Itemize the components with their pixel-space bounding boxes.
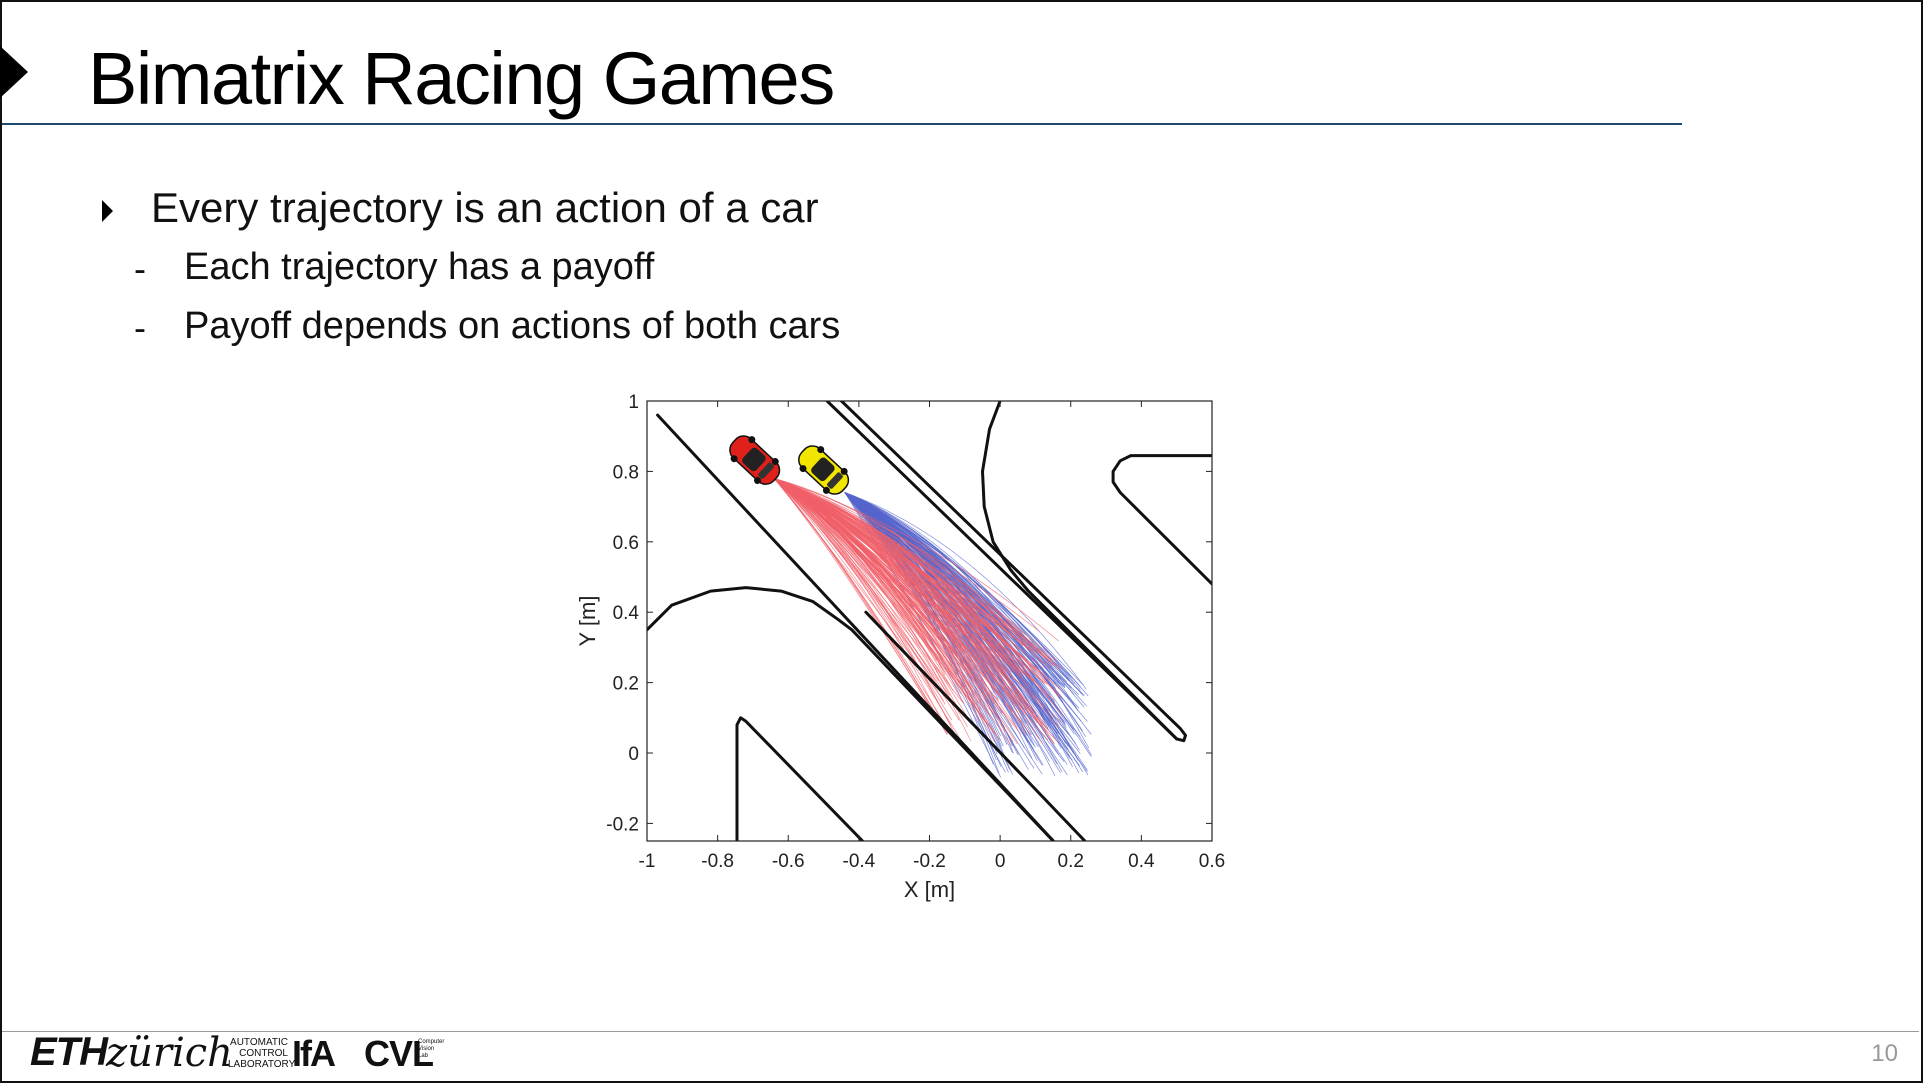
- red-trajectory: [773, 478, 938, 634]
- y-axis-label: Y [m]: [575, 596, 600, 647]
- red-trajectory: [773, 478, 1003, 715]
- cvl-line: Vision: [418, 1046, 435, 1052]
- blue-trajectory: [844, 492, 1071, 759]
- red-trajectory: [773, 478, 996, 735]
- red-car-windshield: [758, 462, 774, 479]
- x-tick-label: -0.4: [843, 851, 876, 872]
- x-tick-label: 0: [995, 851, 1006, 872]
- acl-line: CONTROL: [239, 1048, 288, 1059]
- red-trajectory: [773, 478, 1016, 638]
- red-car-wheel: [771, 458, 779, 466]
- red-trajectory: [773, 478, 1061, 699]
- x-tick-label: -0.2: [913, 851, 946, 872]
- bullet-triangle-icon: [102, 200, 113, 222]
- blue-trajectory: [844, 492, 1079, 712]
- red-trajectory: [773, 478, 1000, 740]
- title-divider: [2, 123, 1682, 125]
- sub-bullet-text: Each trajectory has a payoff: [184, 246, 655, 288]
- sub-bullet-dash: -: [134, 307, 146, 348]
- yellow-car-wheel: [817, 446, 825, 454]
- lower-island: [735, 716, 865, 841]
- blue-trajectory: [844, 492, 1060, 756]
- red-trajectory: [773, 478, 1052, 667]
- yellow-car-cabin: [811, 457, 835, 482]
- sub-bullet-text: Payoff depends on actions of both cars: [184, 305, 841, 347]
- y-tick-label: 0.4: [613, 603, 640, 624]
- x-tick-label: 0.2: [1058, 851, 1084, 872]
- red-car-wheel: [730, 455, 738, 463]
- upper-right-island: [1111, 454, 1212, 586]
- trajectory-chart-svg: -1 -0.8 -0.6 -0.4 -0.2 0 0.2 0.4 0.6 -0.2 0 0.2 0.4 0…: [575, 392, 1225, 902]
- blue-trajectory: [844, 492, 1087, 690]
- x-tick-label: -0.6: [772, 851, 805, 872]
- red-trajectory: [773, 478, 963, 654]
- red-trajectory: [773, 478, 1013, 712]
- yellow-car-windshield: [827, 472, 843, 489]
- cvl-logo-subtext: Computer Vision Lab: [418, 1039, 444, 1060]
- acl-line: AUTOMATIC: [230, 1037, 288, 1048]
- trajectory-plot: -1 -0.8 -0.6 -0.4 -0.2 0 0.2 0.4 0.6 -0.2 0 0.2 0.4 0…: [560, 375, 1360, 1010]
- red-car-cabin: [742, 447, 766, 472]
- x-tick-label: -1: [639, 851, 656, 872]
- red-car-wheel: [748, 436, 756, 444]
- red-trajectory: [773, 478, 1040, 632]
- red-trajectory: [773, 478, 1038, 655]
- y-tick-label: 0: [628, 744, 639, 765]
- slide-title: Bimatrix Racing Games: [88, 37, 835, 120]
- curve-right: [981, 401, 1179, 741]
- corner-marker-icon: [0, 46, 28, 98]
- acl-logo-text: AUTOMATIC CONTROL LABORATORY: [228, 1037, 296, 1070]
- yellow-car-wheel: [799, 465, 807, 473]
- track-boundaries: [647, 401, 1212, 841]
- footer-divider: [2, 1031, 1919, 1032]
- red-car: [729, 435, 781, 485]
- cvl-logo: CVL: [364, 1033, 434, 1074]
- yellow-car-wheel: [822, 486, 830, 494]
- axis-ticks: -1 -0.8 -0.6 -0.4 -0.2 0 0.2 0.4 0.6 -0.2 0 0.2 0.4 0…: [606, 392, 1225, 872]
- bullet-text: Every trajectory is an action of a car: [151, 184, 819, 231]
- page-number: 10: [1871, 1040, 1898, 1067]
- car-layer: [729, 435, 850, 495]
- sub-bullet-dash: -: [134, 248, 146, 289]
- y-tick-label: -0.2: [606, 814, 639, 835]
- y-tick-label: 0.2: [613, 674, 639, 695]
- eth-logo-italic: zürich: [106, 1030, 233, 1076]
- eth-logo-bold: ETH: [30, 1030, 108, 1074]
- red-trajectory: [773, 478, 963, 743]
- x-axis-label: X [m]: [904, 877, 955, 902]
- cvl-line: Lab: [418, 1053, 429, 1059]
- acl-line: LABORATORY: [228, 1059, 296, 1070]
- y-tick-label: 0.8: [613, 462, 639, 483]
- x-tick-label: -0.8: [701, 851, 734, 872]
- red-trajectory: [773, 478, 976, 695]
- x-tick-label: 0.4: [1128, 851, 1155, 872]
- red-trajectory: [773, 478, 964, 703]
- blue-trajectory: [844, 492, 1025, 749]
- red-trajectory: [773, 478, 1025, 639]
- trajectory-layer: [773, 478, 1092, 778]
- cvl-line: Computer: [418, 1039, 445, 1045]
- ifa-logo: IfA: [292, 1033, 336, 1074]
- yellow-car-wheel: [840, 467, 848, 475]
- track-right-boundary-return: [839, 401, 1187, 743]
- red-trajectory: [773, 478, 960, 721]
- y-tick-label: 1: [628, 392, 639, 413]
- red-trajectory: [773, 478, 991, 717]
- x-tick-label: 0.6: [1199, 851, 1225, 872]
- lower-curve: [647, 586, 1056, 841]
- yellow-car: [798, 445, 850, 495]
- inner-island-right: [864, 610, 1087, 841]
- red-trajectory: [773, 478, 940, 720]
- y-tick-label: 0.6: [613, 533, 639, 554]
- red-trajectory: [773, 478, 1000, 640]
- red-trajectory: [773, 478, 962, 695]
- red-trajectory: [773, 478, 1044, 669]
- red-trajectory: [773, 478, 937, 686]
- red-car-wheel: [754, 477, 762, 485]
